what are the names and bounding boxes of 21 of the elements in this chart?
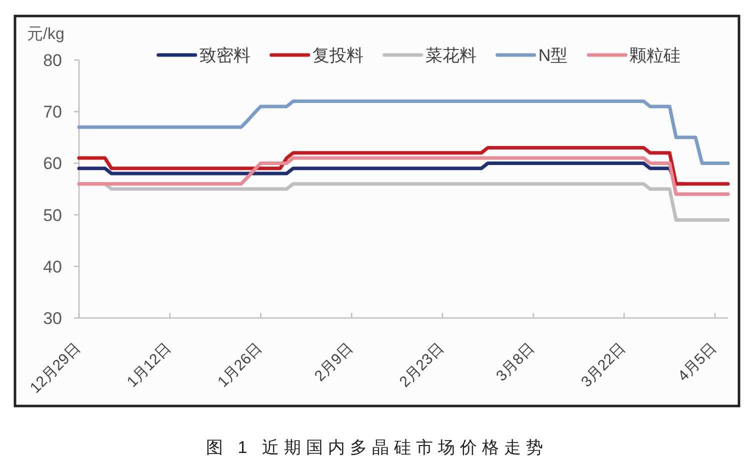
text: 图 1 近期国内多晶硅市场价格走势 bbox=[206, 438, 548, 457]
legend-label: 复投料 bbox=[312, 46, 364, 65]
y-tick-label: 80 bbox=[43, 51, 62, 70]
y-axis-title: 元/kg bbox=[27, 26, 64, 43]
legend-label: N型 bbox=[538, 46, 568, 65]
x-tick-label: 1月12日 bbox=[124, 340, 175, 391]
x-tick-label: 4月5日 bbox=[674, 340, 720, 385]
x-tick-label: 3月22日 bbox=[578, 340, 629, 391]
x-tick-label: 12月29日 bbox=[26, 340, 84, 397]
x-tick-label: 2月23日 bbox=[396, 340, 448, 391]
legend-label: 菜花料 bbox=[425, 46, 476, 65]
x-tick-label: 1月26日 bbox=[214, 340, 266, 391]
legend-label: 致密料 bbox=[199, 46, 250, 65]
y-tick-label: 40 bbox=[43, 257, 62, 276]
y-tick-label: 50 bbox=[43, 206, 62, 225]
x-tick-label: 3月8日 bbox=[493, 340, 538, 385]
y-tick-label: 60 bbox=[43, 154, 62, 174]
x-tick-label: 2月9日 bbox=[311, 340, 356, 385]
y-tick-label: 30 bbox=[43, 309, 62, 328]
legend-label: 颗粒硅 bbox=[630, 46, 681, 65]
y-tick-label: 70 bbox=[43, 102, 62, 122]
